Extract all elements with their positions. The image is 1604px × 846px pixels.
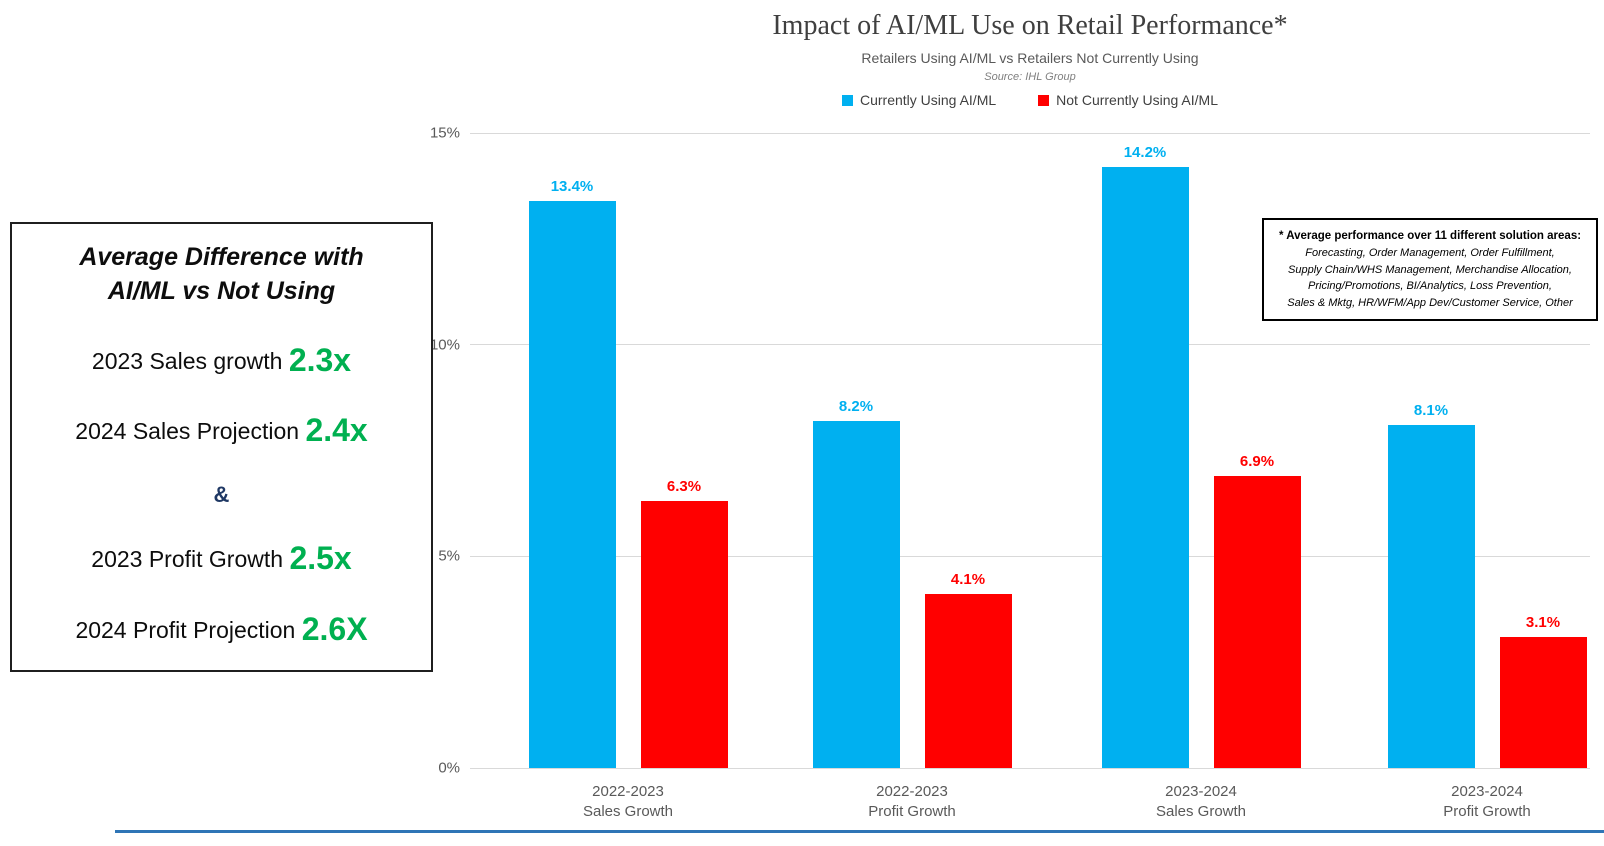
bar-cell: 3.1% — [1499, 613, 1587, 768]
bar-group: 8.2% 4.1% — [812, 397, 1012, 768]
callout-row-2023-profit: 2023 Profit Growth 2.5x — [91, 540, 352, 577]
bar-value-label: 6.3% — [666, 478, 702, 496]
legend-item-currently-using: Currently Using AI/ML — [841, 92, 997, 108]
callout-value: 2.3x — [288, 341, 352, 378]
bar-value-label: 4.1% — [950, 571, 986, 589]
plot-area: 0% 5% 10% 15% 13.4% 6.3% 2022-2023 Sales Growth… — [430, 125, 1590, 820]
legend-swatch-red-icon — [1038, 94, 1050, 106]
callout-heading: Average Difference with AI/ML vs Not Usi… — [79, 243, 364, 305]
bar-group: 8.1% 3.1% — [1387, 402, 1587, 768]
bar-not-currently-using — [640, 501, 728, 768]
callout-row-2024-sales: 2024 Sales Projection 2.4x — [75, 412, 368, 449]
chart-legend: Currently Using AI/ML Not Currently Usin… — [470, 92, 1590, 108]
bar-not-currently-using — [1499, 636, 1587, 768]
bar-cell: 13.4% — [528, 177, 616, 768]
chart-title: Impact of AI/ML Use on Retail Performanc… — [772, 10, 1288, 41]
bar-value-label: 8.2% — [838, 397, 874, 415]
category-label: 2023-2024 Profit Growth — [1443, 783, 1531, 820]
footnote-line: Supply Chain/WHS Management, Merchandise… — [1288, 263, 1572, 276]
footnote-lines: Forecasting, Order Management, Order Ful… — [1268, 245, 1592, 311]
callout-row-2023-sales: 2023 Sales growth 2.3x — [91, 341, 352, 378]
bar-value-label: 13.4% — [550, 177, 594, 195]
y-axis-tick-label: 10% — [429, 336, 460, 354]
legend-label: Not Currently Using AI/ML — [1056, 92, 1218, 108]
bar-value-label: 8.1% — [1413, 402, 1449, 420]
bar-currently-using — [528, 200, 616, 768]
solution-areas-footnote-box: * Average performance over 11 different … — [1262, 218, 1598, 321]
bar-group: 14.2% 6.9% — [1101, 143, 1301, 768]
bar-value-label: 14.2% — [1123, 143, 1167, 161]
footnote-line: Sales & Mktg, HR/WFM/App Dev/Customer Se… — [1287, 296, 1573, 309]
callout-value: 2.5x — [289, 540, 352, 577]
bar-currently-using — [812, 420, 900, 768]
bar-value-label: 3.1% — [1525, 613, 1561, 631]
chart-source: Source: IHL Group — [984, 71, 1076, 83]
bar-not-currently-using — [1213, 475, 1301, 768]
callout-ampersand: & — [213, 481, 230, 507]
y-axis-tick-label: 5% — [438, 547, 460, 565]
gridline — [470, 767, 1590, 769]
category-label: 2022-2023 Sales Growth — [582, 783, 674, 820]
footnote-line: Forecasting, Order Management, Order Ful… — [1305, 247, 1555, 259]
bottom-accent-rule — [115, 830, 1604, 833]
footnote-heading: * Average performance over 11 different … — [1278, 230, 1582, 242]
callout-value: 2.4x — [305, 412, 368, 449]
bar-cell: 4.1% — [924, 571, 1012, 768]
bar-not-currently-using — [924, 594, 1012, 768]
y-axis-tick-label: 0% — [438, 759, 460, 777]
legend-swatch-blue-icon — [841, 94, 853, 106]
bar-cell: 14.2% — [1101, 143, 1189, 768]
category-label: 2023-2024 Sales Growth — [1155, 783, 1247, 820]
legend-item-not-using: Not Currently Using AI/ML — [1038, 92, 1218, 108]
average-difference-callout-box: Average Difference with AI/ML vs Not Usi… — [10, 222, 433, 672]
bar-cell: 6.9% — [1213, 452, 1301, 768]
y-axis-tick-label: 15% — [429, 124, 460, 142]
gridline — [470, 344, 1590, 346]
bar-cell: 8.2% — [812, 397, 900, 768]
callout-value: 2.6X — [301, 610, 368, 647]
chart-subtitle: Retailers Using AI/ML vs Retailers Not C… — [861, 50, 1199, 66]
bar-currently-using — [1387, 425, 1475, 768]
footnote-line: Pricing/Promotions, BI/Analytics, Loss P… — [1308, 280, 1552, 292]
gridline — [470, 555, 1590, 557]
bar-group: 13.4% 6.3% — [528, 177, 728, 768]
legend-label: Currently Using AI/ML — [859, 92, 997, 108]
category-label: 2022-2023 Profit Growth — [868, 783, 956, 820]
bar-cell: 8.1% — [1387, 402, 1475, 768]
bar-cell: 6.3% — [640, 478, 728, 768]
callout-row-2024-profit: 2024 Profit Projection 2.6X — [75, 610, 368, 647]
gridline — [470, 132, 1590, 134]
bar-currently-using — [1101, 166, 1189, 768]
bar-value-label: 6.9% — [1239, 452, 1275, 470]
